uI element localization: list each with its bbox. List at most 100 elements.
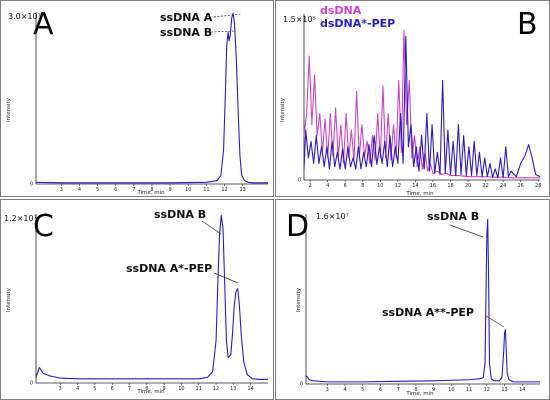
panel-d-x-tick-label-8: 11 bbox=[466, 387, 472, 393]
panel-d-x-tick-label-9: 12 bbox=[484, 387, 490, 393]
panel-d-arrow-0 bbox=[449, 224, 484, 238]
panel-a-annotations: ssDNA A ssDNA B bbox=[160, 11, 242, 39]
panel-d-annotation-0: ssDNA B bbox=[427, 210, 479, 223]
panel-b-y-zero-label: 0 bbox=[298, 178, 301, 184]
panel-a-arrow-0 bbox=[213, 13, 242, 18]
panel-b-x-tick-label-9: 20 bbox=[465, 183, 471, 189]
panel-c-arrow-1 bbox=[213, 272, 239, 284]
panel-c-ticks: 3 4 5 6 7 8 9 10 11 12 13 14 0 bbox=[30, 381, 254, 393]
panel-c-annotation-0: ssDNA B bbox=[154, 208, 206, 221]
panel-d-x-tick-label-6: 9 bbox=[432, 387, 435, 393]
panel-c-xlabel: Time, min bbox=[136, 389, 165, 395]
panel-d-ylabel: Intensity bbox=[296, 287, 302, 312]
panel-d-x-tick-label-7: 10 bbox=[448, 387, 454, 393]
panel-d-xlabel: Time, min bbox=[405, 391, 434, 397]
panel-c-x-tick-label-10: 13 bbox=[230, 386, 236, 392]
panel-c-x-tick-label-9: 12 bbox=[213, 386, 219, 392]
panel-letter-c: C bbox=[33, 209, 54, 244]
panel-c-x-tick-label-0: 3 bbox=[59, 386, 62, 392]
panel-d-series-line-0 bbox=[305, 218, 540, 383]
legend-entry-dsdna-pep: dsDNA*-PEP bbox=[320, 17, 395, 30]
panel-a-series-line-0 bbox=[35, 12, 268, 184]
panel-c-arrow-0 bbox=[201, 220, 222, 235]
panel-b-frame bbox=[275, 0, 550, 197]
panel-a-x-tick-label-1: 4 bbox=[78, 187, 81, 193]
panel-c-x-tick-label-7: 10 bbox=[178, 386, 184, 392]
panel-b-x-tick-label-5: 12 bbox=[395, 183, 401, 189]
panel-b-x-tick-label-7: 16 bbox=[430, 183, 436, 189]
panel-d-x-tick-label-5: 8 bbox=[414, 387, 417, 393]
legend-entry-dsdna: dsDNA bbox=[320, 4, 362, 17]
panel-a-xlabel: Time, min bbox=[136, 190, 165, 196]
panel-a-x-tick-label-3: 6 bbox=[114, 187, 117, 193]
panel-a-annotation-1: ssDNA B bbox=[160, 26, 212, 39]
panel-a-x-tick-label-7: 10 bbox=[185, 187, 191, 193]
panel-d-x-tick-label-0: 3 bbox=[326, 387, 329, 393]
panel-c: C 1.2×10⁷ Intensity Time, min 3 4 5 6 7 8 9 10 1… bbox=[0, 199, 274, 400]
panel-a-series bbox=[35, 12, 268, 184]
panel-d-ticks: 3 4 5 6 7 8 9 10 11 12 13 14 0 bbox=[300, 382, 526, 394]
panel-d-frame bbox=[275, 199, 550, 400]
panel-b-legend: dsDNA dsDNA*-PEP bbox=[320, 4, 395, 30]
panel-b-x-tick-label-10: 22 bbox=[482, 183, 488, 189]
panel-d-annotations: ssDNA B ssDNA A**-PEP bbox=[382, 210, 505, 328]
panel-c-series-line-0 bbox=[35, 214, 268, 381]
panel-b-x-tick-label-2: 6 bbox=[344, 183, 347, 189]
panel-d: D 1.6×10⁷ Intensity Time, min 3 4 5 6 7 8 9 10 1… bbox=[275, 199, 550, 400]
panel-a-x-tick-label-4: 7 bbox=[132, 187, 135, 193]
panel-letter-a: A bbox=[33, 7, 54, 42]
panel-b-x-tick-label-11: 24 bbox=[500, 183, 506, 189]
panel-c-frame bbox=[0, 199, 274, 400]
panel-a-x-tick-label-5: 8 bbox=[150, 187, 153, 193]
panel-b-x-tick-label-0: 2 bbox=[309, 183, 312, 189]
panel-c-y-zero-label: 0 bbox=[30, 381, 33, 387]
panel-b-xlabel: Time, min bbox=[405, 191, 434, 197]
panel-c-x-tick-label-3: 6 bbox=[111, 386, 114, 392]
panel-a-annotation-0: ssDNA A bbox=[160, 11, 213, 24]
panel-a-ticks: 3 4 5 6 7 8 9 10 11 12 13 0 bbox=[30, 182, 246, 194]
panel-d-x-tick-label-1: 4 bbox=[343, 387, 346, 393]
panel-d-x-tick-label-4: 7 bbox=[397, 387, 400, 393]
panel-b-ticks: 2 4 6 8 10 12 14 16 18 20 22 24 26 280 bbox=[298, 178, 542, 190]
panel-c-x-tick-label-4: 7 bbox=[128, 386, 131, 392]
panel-c-x-tick-label-1: 4 bbox=[76, 386, 79, 392]
panel-a-y-zero-label: 0 bbox=[30, 182, 33, 188]
panel-c-ymax-label: 1.2×10⁷ bbox=[4, 214, 37, 223]
panel-c-x-tick-label-2: 5 bbox=[93, 386, 96, 392]
panel-d-ymax-label: 1.6×10⁷ bbox=[316, 212, 349, 221]
panel-b-series-line-1 bbox=[303, 35, 541, 179]
panel-a-x-tick-label-9: 12 bbox=[221, 187, 227, 193]
panel-d-y-zero-label: 0 bbox=[300, 382, 303, 388]
panel-c-x-tick-label-5: 8 bbox=[145, 386, 148, 392]
panel-a-ylabel: Intensity bbox=[6, 97, 12, 122]
panel-d-series bbox=[305, 218, 540, 383]
panel-a-x-tick-label-6: 9 bbox=[169, 187, 172, 193]
panel-a-ymax-label: 3.0×10⁷ bbox=[8, 12, 41, 21]
panel-b-x-tick-label-8: 18 bbox=[447, 183, 453, 189]
panel-b-x-tick-label-4: 10 bbox=[377, 183, 383, 189]
panel-b-ymax-label: 1.5×10⁵ bbox=[283, 15, 316, 24]
panel-b-x-tick-label-6: 14 bbox=[412, 183, 418, 189]
panel-b-series bbox=[303, 30, 541, 179]
panel-c-annotation-1: ssDNA A*-PEP bbox=[126, 262, 212, 275]
panel-a-x-tick-label-10: 13 bbox=[239, 187, 245, 193]
panel-d-arrow-1 bbox=[485, 315, 505, 328]
panel-letter-d: D bbox=[286, 209, 309, 244]
panel-b-ylabel: Intensity bbox=[280, 97, 286, 122]
panel-a-x-tick-label-0: 3 bbox=[60, 187, 63, 193]
panel-d-x-tick-label-2: 5 bbox=[361, 387, 364, 393]
panel-a-arrow-1 bbox=[210, 30, 237, 33]
panel-b-x-tick-label-13: 28 bbox=[535, 183, 541, 189]
panel-d-annotation-1: ssDNA A**-PEP bbox=[382, 306, 474, 319]
panel-d-x-tick-label-3: 6 bbox=[379, 387, 382, 393]
panel-a: A 3.0×10⁷ Intensity Time, min 3 4 5 6 7 8 9 10 1… bbox=[0, 0, 274, 197]
panel-c-ylabel: Intensity bbox=[6, 287, 12, 312]
panel-c-series bbox=[35, 214, 268, 381]
panel-a-x-tick-label-2: 5 bbox=[96, 187, 99, 193]
panel-b-series-line-0 bbox=[303, 30, 540, 179]
panel-c-annotations: ssDNA B ssDNA A*-PEP bbox=[126, 208, 239, 284]
panel-d-x-tick-label-11: 14 bbox=[519, 387, 525, 393]
panel-d-x-tick-label-10: 13 bbox=[501, 387, 507, 393]
panel-c-x-tick-label-6: 9 bbox=[163, 386, 166, 392]
